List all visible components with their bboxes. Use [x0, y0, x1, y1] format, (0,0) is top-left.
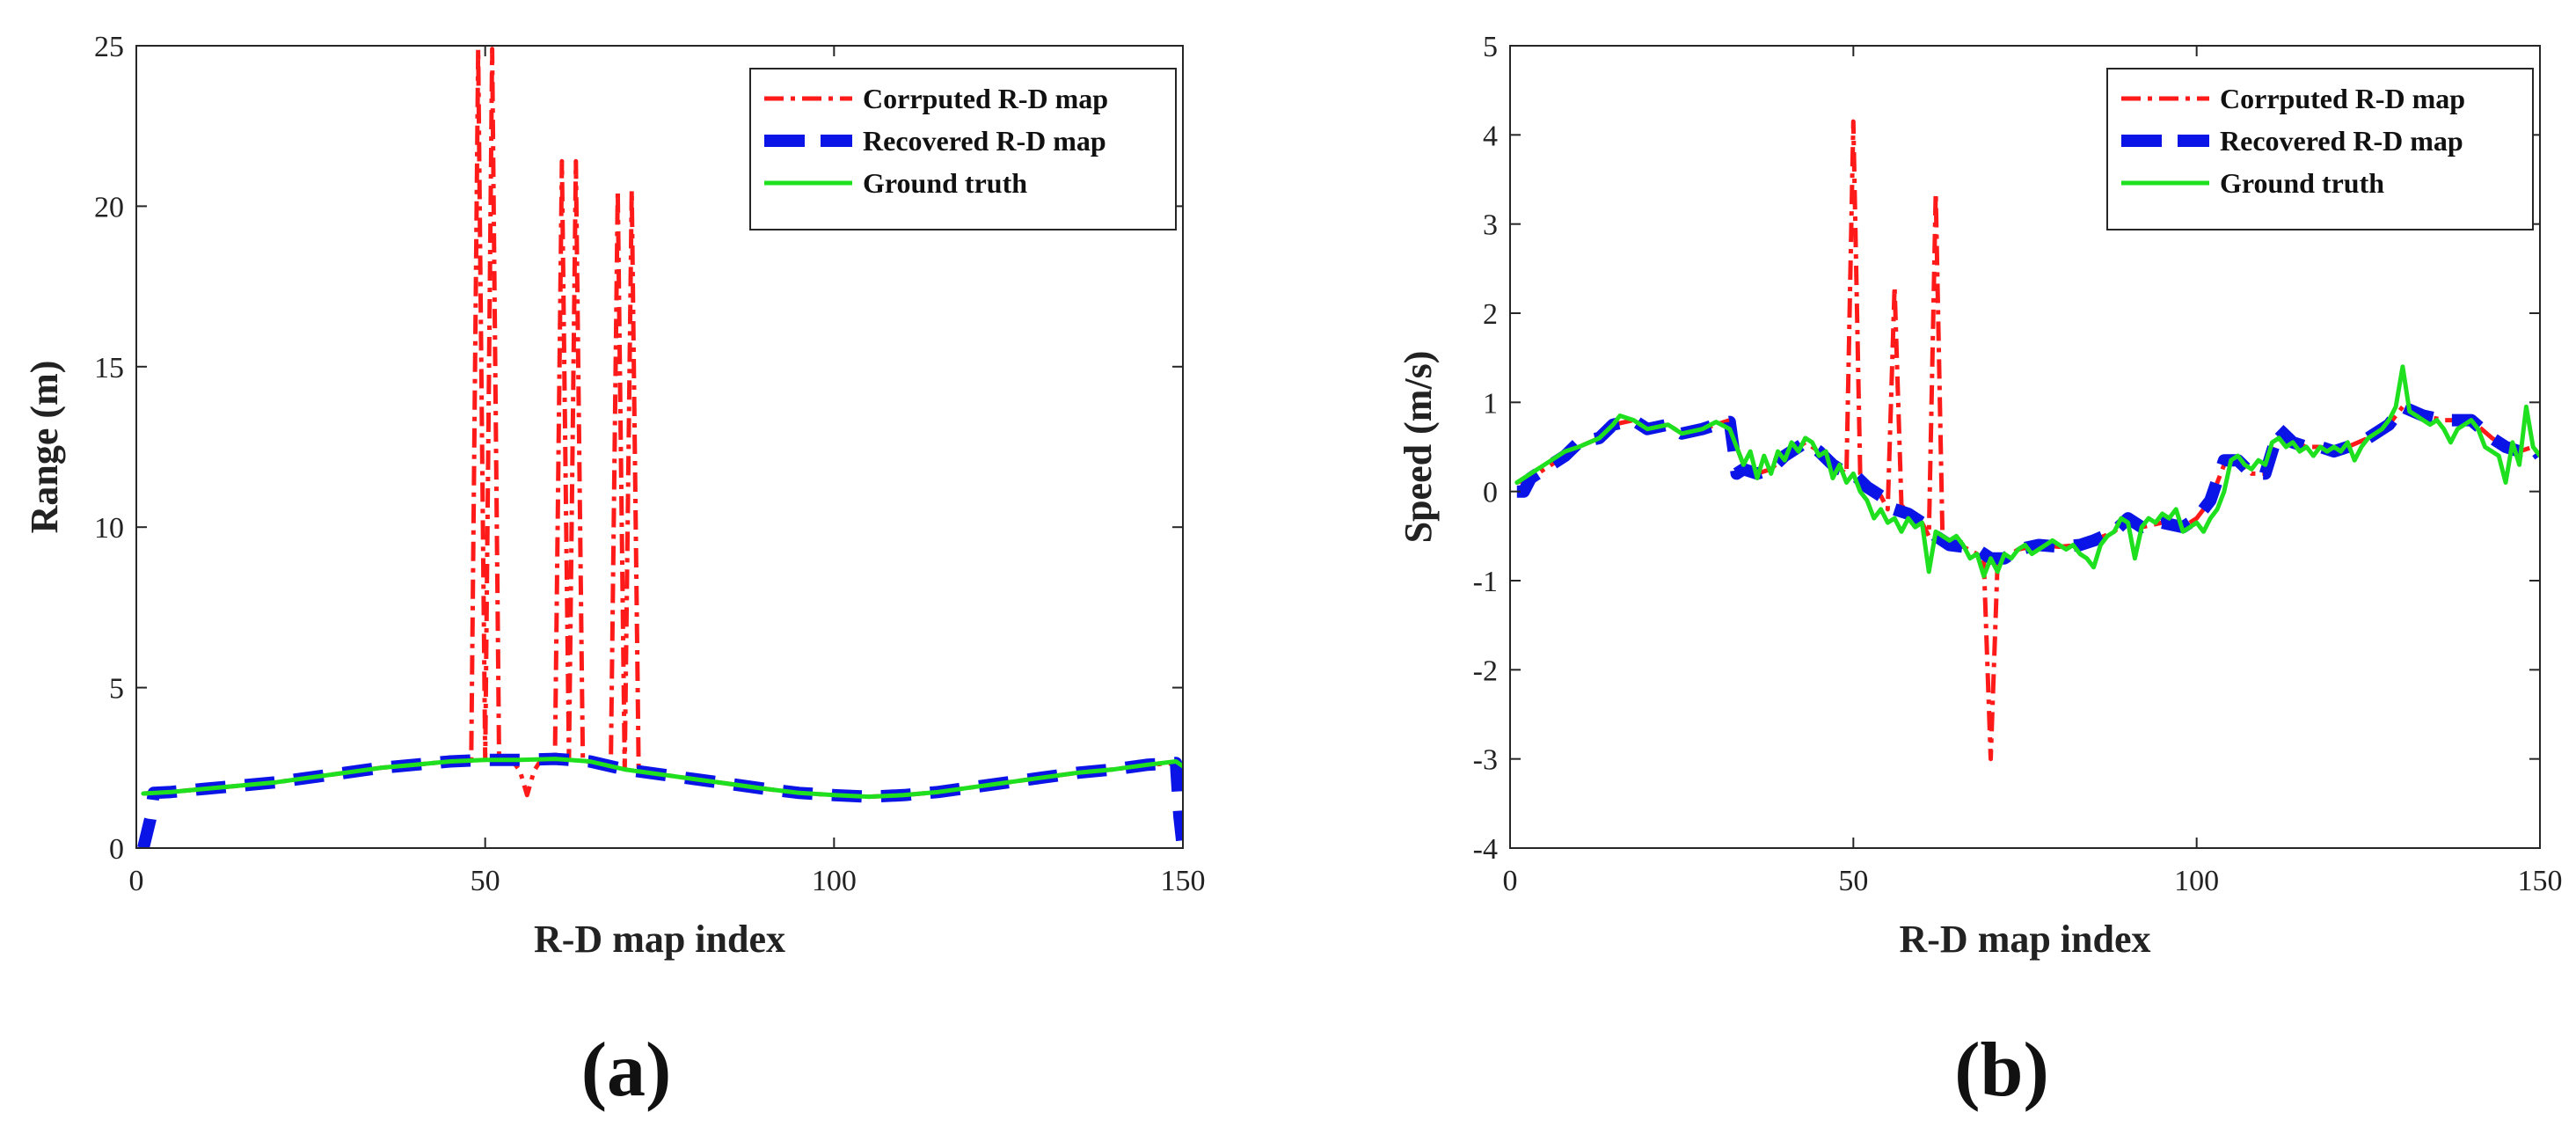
chart-1-y-tick-label: -3 [1473, 744, 1498, 777]
chart-0-y-tick-label: 10 [94, 512, 124, 545]
chart-1-legend-label-recovered-r-d-map: Recovered R-D map [2220, 125, 2463, 157]
chart-b: 0 50 100 150 -4 -3 -2 -1 0 1 2 3 4 5 R-D map index Spee… [1397, 31, 2563, 1113]
chart-1-y-tick-label: -1 [1473, 566, 1498, 598]
chart-1-x-tick-label: 0 [1503, 865, 1518, 897]
chart-1-legend-box [2106, 68, 2534, 230]
chart-0-x-tick-label: 50 [471, 865, 500, 897]
chart-0-series-ground-truth [141, 757, 1183, 800]
chart-0-legend-box [749, 68, 1177, 230]
chart-1-legend-label-ground-truth: Ground truth [2220, 167, 2384, 199]
chart-1-y-tick-label: 3 [1483, 209, 1498, 242]
chart-0-y-tick-label: 15 [94, 352, 124, 384]
chart-1-x-tick-label: 100 [2174, 865, 2219, 897]
chart-1-y-tick-label: -2 [1473, 655, 1498, 687]
chart-0-y-axis-label: Range (m) [23, 361, 66, 534]
chart-1-axes-frame [1509, 45, 2541, 849]
chart-a: 0 50 100 150 0 5 10 15 20 25 R-D map index Range (m… [23, 31, 1206, 1113]
chart-1-x-axis-label: R-D map index [1899, 918, 2150, 961]
chart-1-y-axis-label: Speed (m/s) [1397, 351, 1440, 544]
chart-1-y-tick-label: 2 [1483, 298, 1498, 331]
chart-0-axes-frame [135, 45, 1184, 849]
chart-1-x-tick-label: 50 [1838, 865, 1868, 897]
chart-0-x-tick-label: 0 [129, 865, 144, 897]
chart-0-y-tick-label: 0 [109, 833, 124, 866]
chart-1-legend-label-corrputed-r-d-map: Corrputed R-D map [2220, 83, 2465, 114]
chart-1-plot-area [1514, 119, 2540, 762]
chart-1-y-tick-label: 0 [1483, 477, 1498, 509]
chart-1-series-ground-truth [1514, 364, 2540, 579]
chart-1-y-tick-label: 5 [1483, 31, 1498, 63]
chart-1-y-tick-label: 4 [1483, 120, 1498, 152]
chart-0-legend: Corrputed R-D map Recovered R-D map Ground… [749, 68, 1177, 230]
chart-1-legend: Corrputed R-D map Recovered R-D map Ground… [2106, 68, 2534, 230]
chart-1-x-tick-label: 150 [2518, 865, 2563, 897]
chart-0-panel-label: (a) [581, 1028, 672, 1113]
chart-0-legend-label-corrputed-r-d-map: Corrputed R-D map [863, 83, 1108, 114]
chart-0-x-tick-label: 100 [812, 865, 857, 897]
chart-0-y-tick-label: 5 [109, 673, 124, 706]
chart-0-legend-label-ground-truth: Ground truth [863, 167, 1027, 199]
chart-0-x-axis-label: R-D map index [534, 918, 785, 961]
chart-0-x-tick-label: 150 [1161, 865, 1206, 897]
chart-0-plot-area [137, 47, 1183, 848]
chart-1-y-tick-label: -4 [1473, 833, 1498, 866]
chart-1-panel-label: (b) [1954, 1028, 2049, 1113]
chart-1-y-tick-label: 1 [1483, 387, 1498, 420]
chart-0-y-tick-label: 20 [94, 191, 124, 223]
chart-0-y-tick-label: 25 [94, 31, 124, 63]
chart-0-legend-label-recovered-r-d-map: Recovered R-D map [863, 125, 1106, 157]
